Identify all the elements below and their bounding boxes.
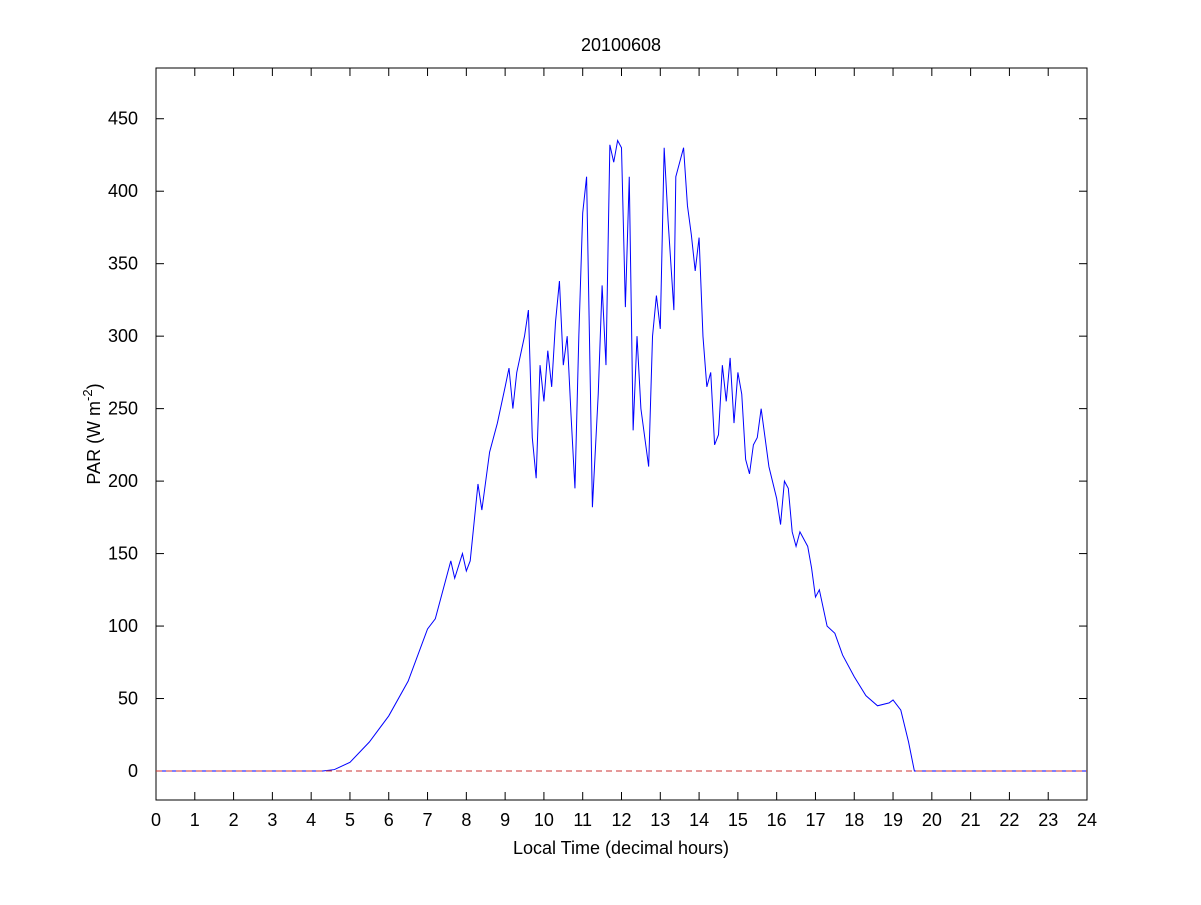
x-tick-label: 13: [650, 810, 670, 830]
y-tick-label: 150: [108, 544, 138, 564]
x-tick-label: 9: [500, 810, 510, 830]
x-tick-label: 15: [728, 810, 748, 830]
data-line: [156, 138, 1087, 772]
y-tick-label: 0: [128, 761, 138, 781]
y-tick-label: 100: [108, 616, 138, 636]
x-tick-label: 14: [689, 810, 709, 830]
y-axis-label: PAR (W m-2): [80, 383, 104, 484]
y-tick-label: 300: [108, 326, 138, 346]
x-tick-label: 16: [767, 810, 787, 830]
x-tick-label: 10: [534, 810, 554, 830]
x-tick-label: 24: [1077, 810, 1097, 830]
y-tick-label: 400: [108, 181, 138, 201]
chart-title: 20100608: [581, 35, 661, 55]
x-tick-label: 3: [267, 810, 277, 830]
x-tick-label: 0: [151, 810, 161, 830]
y-axis-label-sup: -2: [80, 389, 95, 401]
y-axis-label-main: PAR (W m: [84, 401, 104, 485]
x-tick-label: 7: [423, 810, 433, 830]
y-axis-label-end: ): [84, 383, 104, 389]
x-tick-label: 17: [805, 810, 825, 830]
x-tick-label: 23: [1038, 810, 1058, 830]
x-tick-label: 20: [922, 810, 942, 830]
y-tick-label: 200: [108, 471, 138, 491]
x-tick-label: 11: [573, 810, 592, 830]
y-tick-label: 350: [108, 254, 138, 274]
y-tick-label: 50: [118, 689, 138, 709]
y-tick-label: 250: [108, 399, 138, 419]
x-tick-label: 8: [461, 810, 471, 830]
x-tick-label: 6: [384, 810, 394, 830]
x-axis-label: Local Time (decimal hours): [513, 838, 729, 858]
y-tick-label: 450: [108, 109, 138, 129]
x-tick-label: 18: [844, 810, 864, 830]
x-tick-label: 22: [999, 810, 1019, 830]
x-tick-label: 2: [229, 810, 239, 830]
x-tick-label: 5: [345, 810, 355, 830]
x-tick-label: 19: [883, 810, 903, 830]
x-tick-label: 12: [611, 810, 631, 830]
plot-frame: [155, 67, 1088, 801]
x-tick-label: 1: [190, 810, 200, 830]
x-tick-label: 21: [961, 810, 981, 830]
x-tick-label: 4: [306, 810, 316, 830]
